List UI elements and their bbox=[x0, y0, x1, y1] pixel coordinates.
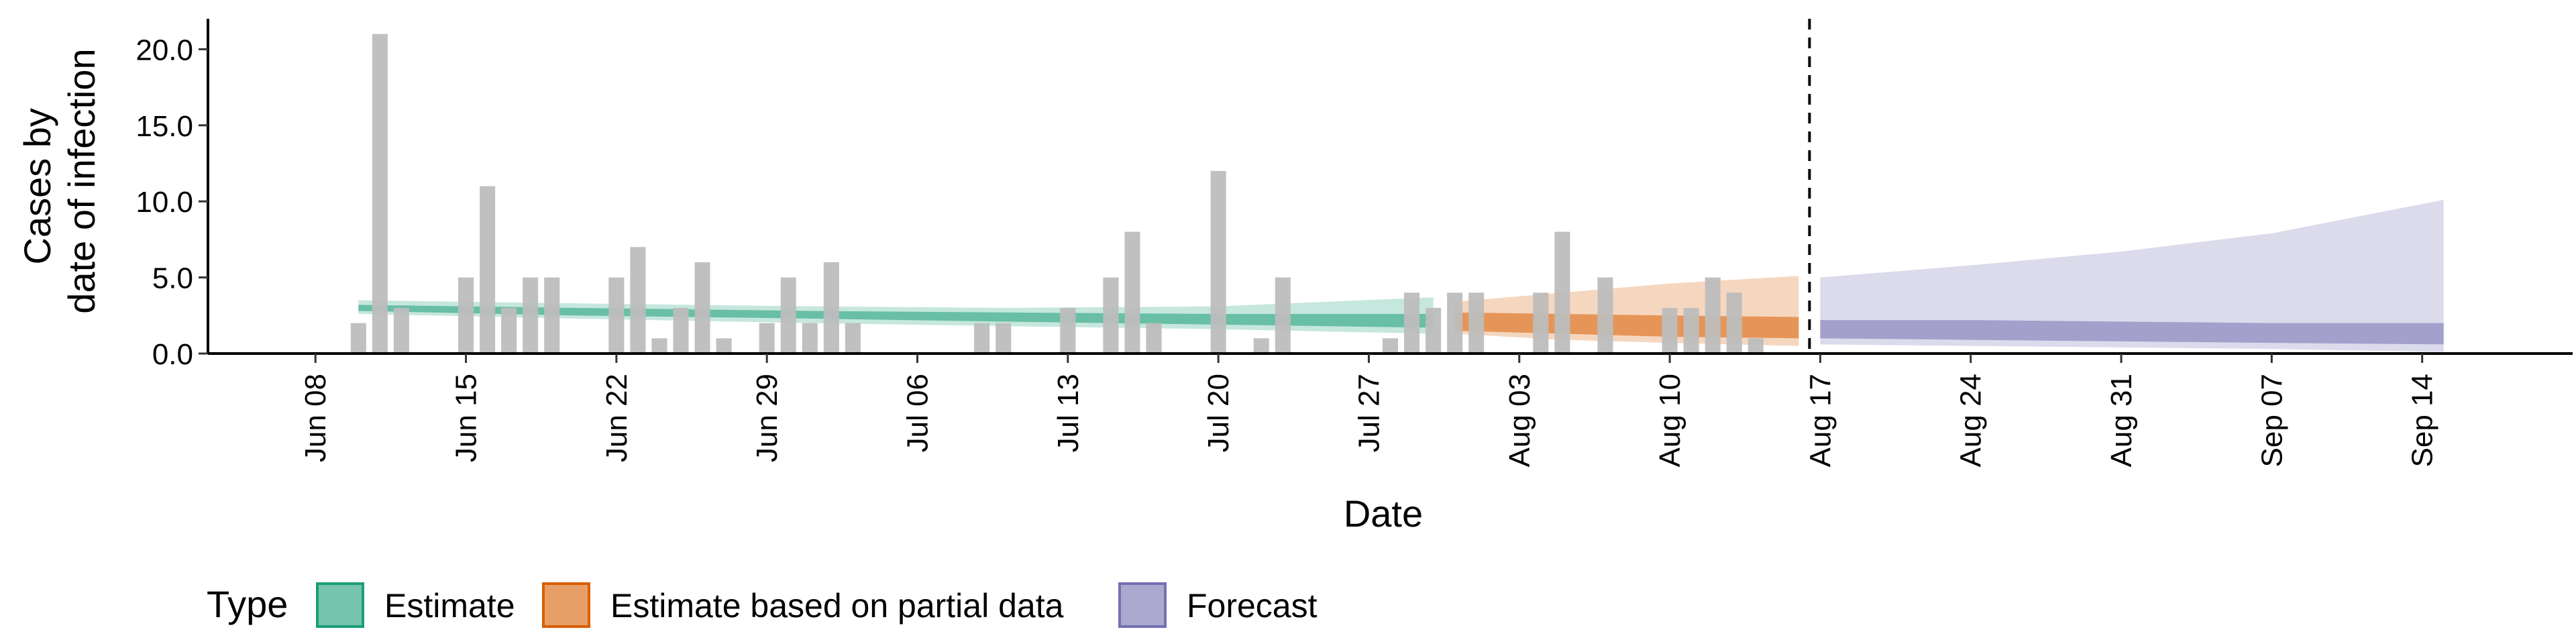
bar bbox=[1597, 277, 1613, 354]
bar bbox=[1726, 292, 1742, 354]
bar bbox=[393, 307, 409, 354]
x-tick-label: Jul 13 bbox=[1052, 374, 1085, 452]
bar bbox=[1146, 323, 1162, 354]
bar bbox=[501, 307, 517, 354]
x-tick-label: Jul 06 bbox=[902, 374, 934, 452]
x-tick-label: Jun 29 bbox=[751, 374, 784, 462]
bar bbox=[1060, 307, 1076, 354]
legend-key-forecast bbox=[1118, 582, 1167, 628]
bar bbox=[1662, 307, 1678, 354]
legend-key-estimate bbox=[316, 582, 364, 628]
legend-label-estimate: Estimate bbox=[384, 587, 515, 625]
bar bbox=[996, 323, 1012, 354]
bar bbox=[974, 323, 990, 354]
legend-title: Type bbox=[207, 583, 288, 625]
bar bbox=[1253, 338, 1269, 354]
y-axis-title-line-1: Cases by bbox=[16, 108, 58, 264]
bar bbox=[694, 262, 710, 354]
axes: 0.0 5.0 10.0 15.0 20.0 Jun 08 Jun 15 Jun 22 Jun … bbox=[136, 19, 2573, 467]
bar bbox=[845, 323, 861, 354]
x-tick-label: Aug 31 bbox=[2105, 374, 2138, 467]
x-tick-label: Aug 17 bbox=[1804, 374, 1837, 467]
bar bbox=[630, 247, 646, 354]
bar bbox=[716, 338, 732, 354]
y-tick-label: 10.0 bbox=[136, 186, 193, 219]
bar bbox=[780, 277, 796, 354]
bar bbox=[372, 34, 388, 354]
y-axis-title-line-2: date of infection bbox=[60, 48, 103, 313]
bar bbox=[480, 186, 496, 354]
forecast-outer-band bbox=[1820, 199, 2444, 352]
legend-label-estimate-based-on-partial-data: Estimate based on partial data bbox=[610, 587, 1064, 625]
bar bbox=[523, 277, 539, 354]
estimate-inner-band bbox=[358, 305, 1434, 328]
ribbon-layer bbox=[358, 199, 2444, 352]
legend: Type Estimate Estimate based on partial da… bbox=[207, 582, 1318, 628]
y-tick-label: 15.0 bbox=[136, 110, 193, 143]
bar bbox=[1382, 338, 1399, 354]
x-tick-label: Aug 03 bbox=[1503, 374, 1536, 467]
bar bbox=[608, 277, 625, 354]
legend-key-estimate-based-on-partial-data bbox=[542, 582, 590, 628]
bar bbox=[1426, 307, 1442, 354]
x-tick-label: Jul 20 bbox=[1202, 374, 1235, 452]
bar bbox=[651, 338, 667, 354]
x-tick-label: Jun 22 bbox=[600, 374, 633, 462]
y-tick-label: 20.0 bbox=[136, 34, 193, 66]
legend-label-forecast: Forecast bbox=[1187, 587, 1318, 625]
forecast-inner-band bbox=[1820, 320, 2444, 345]
bar bbox=[1275, 277, 1291, 354]
y-tick-label: 5.0 bbox=[152, 262, 193, 295]
x-tick-label: Sep 14 bbox=[2406, 374, 2439, 467]
bar bbox=[1210, 170, 1226, 354]
bar bbox=[1748, 338, 1764, 354]
bar bbox=[1124, 231, 1140, 354]
bar bbox=[1683, 307, 1699, 354]
x-tick-label: Jul 27 bbox=[1352, 374, 1385, 452]
bar bbox=[802, 323, 818, 354]
x-tick-label: Aug 10 bbox=[1654, 374, 1686, 467]
bar bbox=[544, 277, 560, 354]
y-axis-title: Cases by date of infection bbox=[16, 48, 103, 313]
bar bbox=[759, 323, 775, 354]
bar bbox=[458, 277, 474, 354]
bar bbox=[1705, 277, 1721, 354]
x-tick-label: Aug 24 bbox=[1955, 374, 1988, 467]
bar bbox=[350, 323, 366, 354]
bar bbox=[673, 307, 689, 354]
x-tick-label: Jun 08 bbox=[299, 374, 332, 462]
x-tick-label: Sep 07 bbox=[2255, 374, 2288, 467]
x-axis-title: Date bbox=[1344, 492, 1423, 535]
bar bbox=[1103, 277, 1119, 354]
bar bbox=[1447, 292, 1463, 354]
bar bbox=[1533, 292, 1549, 354]
y-tick-label: 0.0 bbox=[152, 338, 193, 371]
bar bbox=[823, 262, 839, 354]
x-tick-label: Jun 15 bbox=[450, 374, 483, 462]
bar bbox=[1554, 231, 1570, 354]
bar-layer bbox=[350, 34, 1764, 354]
bar bbox=[1404, 292, 1420, 354]
bar bbox=[1468, 292, 1485, 354]
